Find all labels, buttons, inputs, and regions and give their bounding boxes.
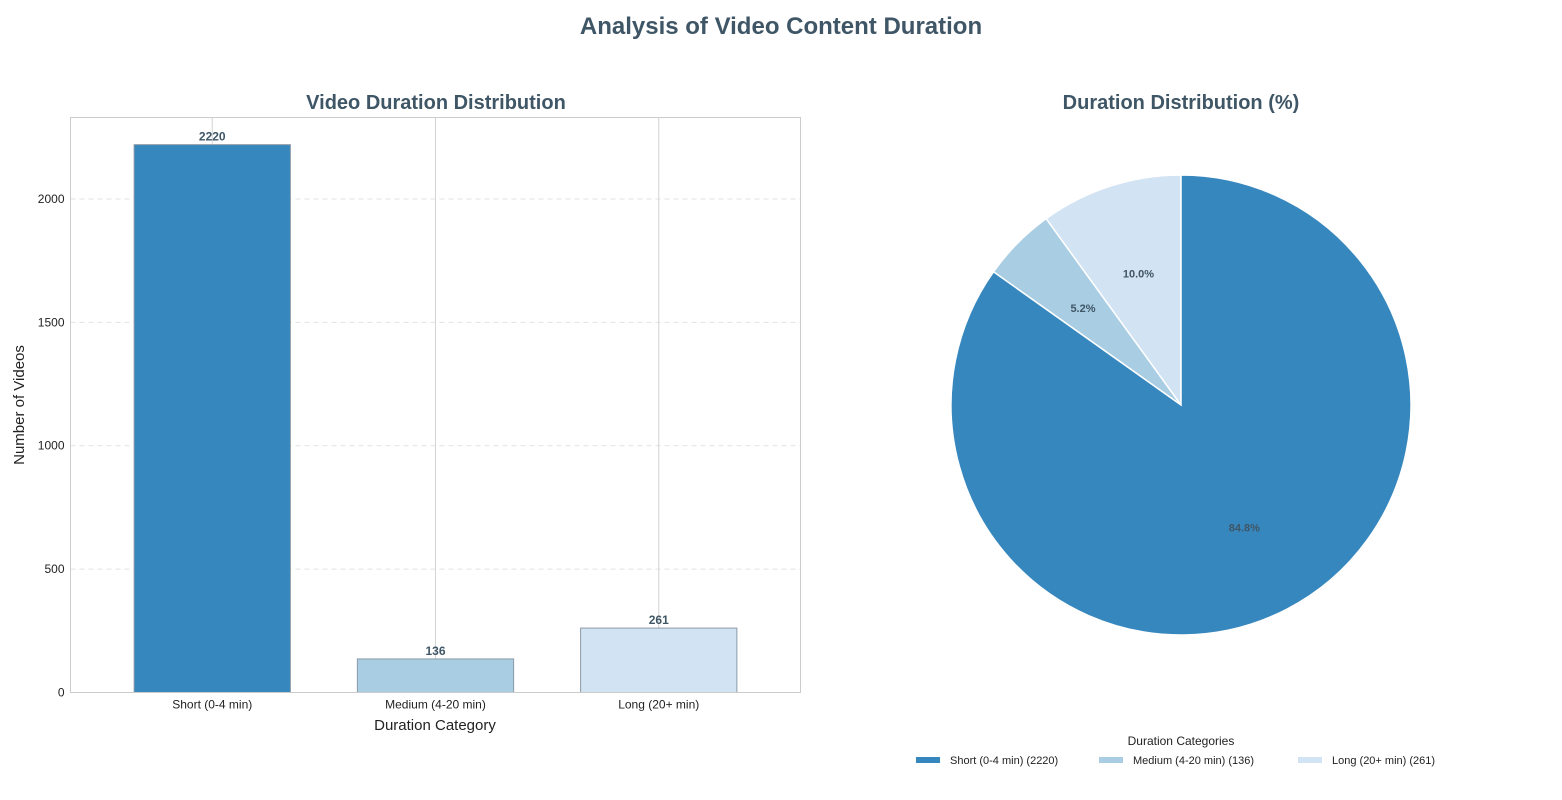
bar-value-label: 2220 xyxy=(199,130,226,144)
bar-medium xyxy=(356,658,515,693)
bar-chart-bars xyxy=(133,144,738,694)
percent-label: 84.8% xyxy=(1229,523,1260,535)
x-tick-label: Medium (4-20 min) xyxy=(385,698,486,712)
legend-swatch xyxy=(1298,757,1322,763)
bar-chart-y-ticks: 0 500 1000 1500 2000 xyxy=(38,192,65,700)
pie-chart-percent-labels: 10.0% 5.2% 84.8% xyxy=(1070,269,1260,535)
y-tick-label: 500 xyxy=(44,562,64,576)
x-tick-label: Short (0-4 min) xyxy=(172,698,252,712)
legend-swatch xyxy=(1099,757,1123,763)
x-tick-label: Long (20+ min) xyxy=(618,698,699,712)
legend-label: Medium (4-20 min) (136) xyxy=(1133,755,1254,767)
x-axis-label: Duration Category xyxy=(374,717,496,734)
legend-items: Short (0-4 min) (2220) Medium (4-20 min) … xyxy=(916,755,1435,767)
percent-label: 5.2% xyxy=(1070,303,1095,315)
pie-chart: Duration Distribution (%) 10.0% 5.2% 84.8% xyxy=(950,92,1412,636)
y-tick-label: 0 xyxy=(58,686,65,700)
legend-label: Long (20+ min) (261) xyxy=(1332,755,1435,767)
pie-legend: Duration Categories Short (0-4 min) (222… xyxy=(916,734,1435,767)
legend-title: Duration Categories xyxy=(1128,734,1235,748)
bar-chart: Video Duration Distribution 0 500 1000 1500… xyxy=(11,92,801,734)
bar-chart-x-ticks: Short (0-4 min) Medium (4-20 min) Long (20… xyxy=(172,698,699,712)
bar-long xyxy=(580,627,738,694)
bar-value-label: 136 xyxy=(425,644,445,658)
slice-short xyxy=(950,174,1412,636)
figure-title: Analysis of Video Content Duration xyxy=(580,13,982,40)
bar-short xyxy=(133,144,291,693)
slice-long xyxy=(1045,174,1182,408)
legend-swatch xyxy=(916,757,940,763)
pie-chart-title: Duration Distribution (%) xyxy=(1063,92,1300,114)
pie-chart-slices xyxy=(950,174,1412,636)
y-tick-label: 1000 xyxy=(38,439,65,453)
y-tick-label: 1500 xyxy=(38,315,65,329)
bar-value-label: 261 xyxy=(649,613,669,627)
legend-label: Short (0-4 min) (2220) xyxy=(950,755,1058,767)
percent-label: 10.0% xyxy=(1123,269,1154,281)
bar-chart-title: Video Duration Distribution xyxy=(306,92,566,114)
bar-chart-value-labels: 2220 136 261 xyxy=(199,130,669,658)
bar-chart-frame xyxy=(70,117,801,693)
y-axis-label: Number of Videos xyxy=(11,345,28,465)
y-tick-label: 2000 xyxy=(38,192,65,206)
